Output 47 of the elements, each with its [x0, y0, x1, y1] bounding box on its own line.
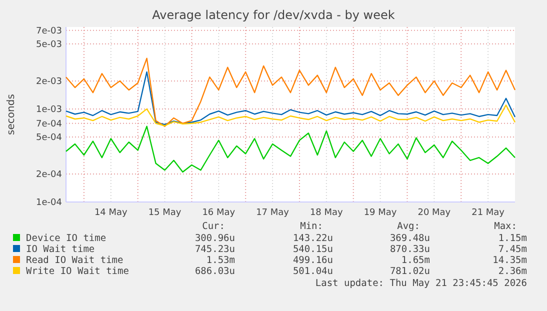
x-tick-label: 14 May [94, 208, 128, 218]
text: 369.48u [390, 233, 430, 244]
y-tick-label: 2e-04 [36, 170, 62, 180]
line-series [65, 71, 516, 126]
text: 7.45m [498, 244, 528, 255]
x-tick-label: 18 May [310, 208, 344, 218]
y-tick-label: 5e-04 [36, 132, 62, 143]
text: 745.23u [194, 244, 235, 255]
x-tick-label: 15 May [148, 208, 182, 218]
x-tick-label: 19 May [364, 208, 398, 218]
text: 1.15m [498, 233, 528, 244]
text: Min: [300, 221, 323, 232]
x-tick-label: 21 May [472, 208, 506, 218]
legend-label: IO Wait time [26, 244, 95, 255]
text: 14.35m [492, 255, 528, 266]
text: 1.53m [206, 255, 236, 266]
text: 300.96u [194, 233, 235, 244]
text: Last update: Thu May 21 23:45:45 2026 [315, 278, 528, 289]
text: Avg: [397, 221, 420, 232]
x-tick-label: 17 May [256, 208, 290, 218]
y-tick-label: 7e-04 [36, 119, 62, 130]
y-tick-label: 1e-04 [36, 198, 62, 208]
text: 2.36m [498, 266, 528, 277]
text: 540.15u [292, 244, 333, 255]
text: Max: [494, 221, 517, 232]
x-tick-label: 16 May [202, 208, 236, 218]
text: 499.16u [292, 255, 333, 266]
line-series [65, 58, 516, 127]
line-series [65, 126, 516, 173]
y-axis-title: seconds [6, 94, 17, 135]
y-tick-label: 5e-03 [36, 40, 62, 50]
text: 870.33u [390, 244, 430, 255]
text: 501.04u [292, 266, 333, 277]
legend-label: Device IO time [26, 233, 106, 244]
y-tick-label: 7e-03 [36, 26, 62, 36]
text: 1.65m [401, 255, 430, 266]
legend-label: Read IO Wait time [26, 255, 124, 266]
text: 781.02u [390, 266, 430, 277]
chart-title: Average latency for /dev/xvda - by week [152, 8, 395, 22]
x-tick-label: 20 May [418, 208, 452, 218]
legend-label: Write IO Wait time [26, 266, 130, 277]
text: Cur: [202, 221, 225, 232]
text: 143.22u [292, 233, 333, 244]
y-tick-label: 1e-03 [36, 104, 62, 115]
text: 686.03u [194, 266, 235, 277]
y-tick-label: 2e-03 [36, 76, 62, 87]
line-series [65, 104, 516, 126]
